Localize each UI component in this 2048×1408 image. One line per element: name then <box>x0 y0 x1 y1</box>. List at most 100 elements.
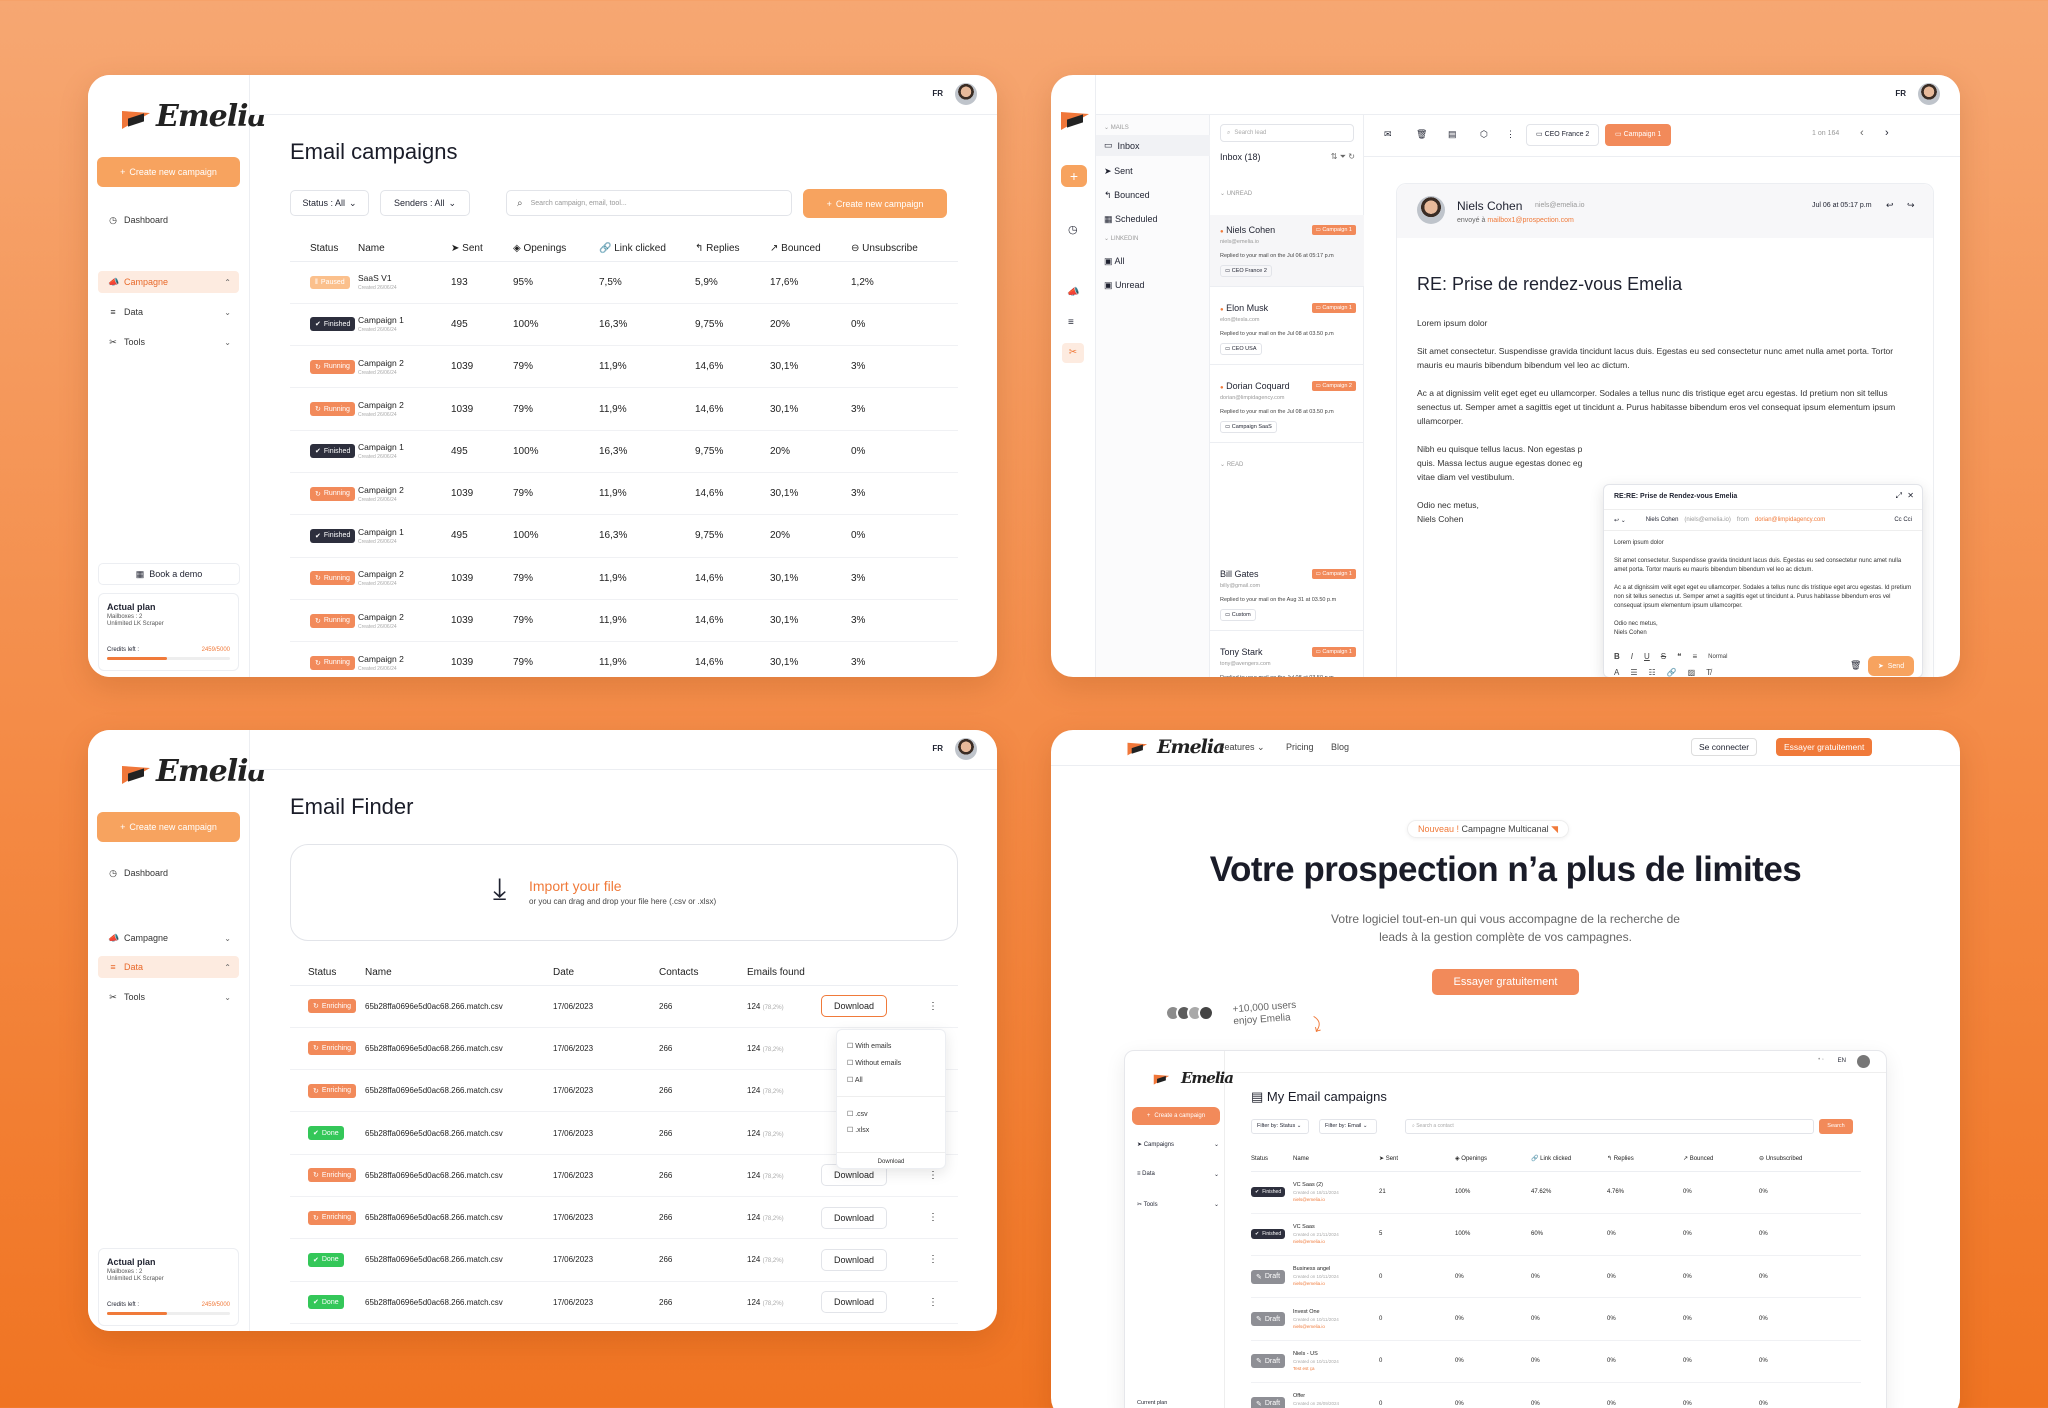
col-bounced[interactable]: ↗ Bounced <box>770 237 851 262</box>
preview-search-button[interactable]: Search <box>1819 1119 1853 1134</box>
table-row[interactable]: ‖ Paused SaaS V1 Created 26/06/24 193 95% 7,5%… <box>290 261 958 304</box>
nav-data[interactable]: ≡ Data ⌄ <box>98 301 239 323</box>
download-button[interactable]: Download <box>821 1291 888 1314</box>
table-row[interactable]: ↻ Running Campaign 2 Created 26/06/24 1039 79… <box>290 345 958 389</box>
name-cell[interactable]: Campaign 1 Created 26/06/24 <box>358 303 451 347</box>
lead-item[interactable]: ● Dorian Coquard dorian@limpidagency.com ▭… <box>1210 371 1364 443</box>
table-row[interactable]: ↻ Running Campaign 2 Created 26/06/24 1039 79… <box>290 599 958 643</box>
folder-scheduled[interactable]: ▦ Scheduled <box>1104 214 1158 224</box>
menu-without-emails[interactable]: ☐ Without emails <box>847 1060 902 1067</box>
file-name-cell[interactable]: 65b28ffa0696e5d0ac68.266.match.csv <box>365 1238 553 1282</box>
file-name-cell[interactable]: 65b28ffa0696e5d0ac68.266.match.csv <box>365 1154 553 1197</box>
nav-campagne[interactable]: 📣 Campagne ⌃ <box>98 271 239 293</box>
name-cell[interactable]: Campaign 1 Created 26/06/24 <box>358 430 451 473</box>
table-row[interactable]: ↻ Running Campaign 2 Created 26/06/24 1039 79… <box>290 641 958 677</box>
sort-icon[interactable]: ⇅ <box>1330 152 1338 161</box>
menu-all[interactable]: ☐ All <box>847 1077 863 1084</box>
folder-bounced[interactable]: ↰ Bounced <box>1104 190 1150 200</box>
folder-sent[interactable]: ➤ Sent <box>1104 166 1133 176</box>
table-row[interactable]: ↻ Running Campaign 2 Created 26/06/24 1039 79… <box>290 557 958 600</box>
file-name-cell[interactable]: 65b28ffa0696e5d0ac68.266.match.csv <box>365 985 553 1028</box>
preview-nav-data[interactable]: ≡ Data ⌄ <box>1137 1171 1219 1178</box>
col-status[interactable]: Status <box>290 961 365 986</box>
name-cell[interactable]: SaaS V1 Created 26/06/24 <box>358 261 451 304</box>
col-name[interactable]: Name <box>1293 1147 1379 1172</box>
nav-tools[interactable]: ✂ Tools ⌄ <box>109 336 231 348</box>
align-icon[interactable]: ≡ <box>1692 652 1698 661</box>
dashboard-icon[interactable]: ◷ <box>1068 224 1078 236</box>
forward-icon[interactable]: ↪ <box>1907 200 1915 210</box>
close-icon[interactable]: ✕ <box>1907 491 1914 500</box>
reply-icon[interactable]: ↩ ⌄ <box>1614 517 1626 524</box>
discard-icon[interactable]: 🗑 <box>1850 660 1862 670</box>
senders-filter[interactable]: Senders : All ⌄ <box>380 190 470 216</box>
create-campaign-button[interactable]: + Create new campaign <box>97 157 240 187</box>
table-row[interactable]: ↻ Running Campaign 2 Created 26/06/24 1039 79… <box>290 387 958 431</box>
file-name-cell[interactable]: 65b28ffa0696e5d0ac68.266.match.csv <box>365 1069 553 1113</box>
nav-pricing[interactable]: Pricing <box>1286 742 1314 752</box>
lead-item[interactable]: ● Niels Cohen niels@emelia.io ▭ Campaign 1… <box>1210 215 1364 287</box>
login-button[interactable]: Se connecter <box>1691 738 1758 756</box>
col-contacts[interactable]: Contacts <box>659 961 747 986</box>
archive-icon[interactable]: ▤ <box>1448 129 1457 139</box>
status-filter[interactable]: Status : All ⌄ <box>290 190 369 216</box>
quote-icon[interactable]: ❝ <box>1677 652 1682 661</box>
name-cell[interactable]: Campaign 2 Created 26/06/24 <box>358 641 451 677</box>
clear-format-icon[interactable]: T̸ <box>1706 668 1712 677</box>
name-cell[interactable]: VC Saas (2) Created on 18/11/2024 niels@em… <box>1293 1171 1379 1214</box>
refresh-icon[interactable]: ↻ <box>1348 152 1355 161</box>
file-name-cell[interactable]: 65b28ffa0696e5d0ac68.266.match.csv <box>365 1111 553 1155</box>
nav-data[interactable]: ≡ Data ⌃ <box>98 956 239 978</box>
megaphone-icon[interactable]: 📣 <box>1067 287 1080 298</box>
create-campaign-button[interactable]: + Create new campaign <box>97 812 240 842</box>
user-avatar[interactable] <box>1918 83 1940 105</box>
mail-icon[interactable]: ✉ <box>1384 129 1392 139</box>
nav-campagne[interactable]: 📣 Campagne ⌄ <box>108 932 231 944</box>
name-cell[interactable]: Invest One Created on 10/11/2024 niels@eme… <box>1293 1297 1379 1341</box>
col-emails-found[interactable]: Emails found <box>747 961 821 986</box>
nav-features[interactable]: Features ⌄ <box>1219 742 1265 752</box>
expand-icon[interactable]: ⤢ <box>1895 491 1902 500</box>
col-link-clicked[interactable]: 🔗 Link clicked <box>599 237 695 262</box>
col-name[interactable]: Name <box>358 237 451 262</box>
menu-download-button[interactable]: Download <box>837 1152 945 1170</box>
col-replies[interactable]: ↰ Replies <box>1607 1147 1683 1172</box>
more-icon[interactable]: ⋮ <box>928 1238 958 1282</box>
trash-icon[interactable]: 🗑 <box>1416 129 1428 139</box>
preview-filter-email[interactable]: Filter by: Email ⌄ <box>1319 1119 1377 1134</box>
lead-search-input[interactable]: ⌕ Search lead <box>1220 124 1354 142</box>
language-switch[interactable]: FR <box>932 89 943 98</box>
preview-nav-campaigns[interactable]: ➤ Campaigns ⌄ <box>1137 1142 1219 1148</box>
table-row[interactable]: ✎ Draft Invest One Created on 10/11/2024 nie… <box>1251 1297 1861 1341</box>
link-icon[interactable]: 🔗 <box>1666 668 1677 677</box>
menu-csv[interactable]: ☐ .csv <box>847 1111 868 1118</box>
underline-icon[interactable]: U <box>1644 652 1650 661</box>
compose-button[interactable]: + <box>1061 165 1087 187</box>
nav-dashboard[interactable]: ◷ Dashboard <box>109 867 169 879</box>
name-cell[interactable]: Campaign 2 Created 26/06/24 <box>358 345 451 389</box>
more-icon[interactable]: ⋮ <box>1506 129 1515 139</box>
create-campaign-top-button[interactable]: + Create new campaign <box>803 189 947 218</box>
file-name-cell[interactable]: 65b28ffa0696e5d0ac68.266.match.csv <box>365 1196 553 1240</box>
reply-icon[interactable]: ↩ <box>1886 200 1894 210</box>
file-name-cell[interactable]: 65b28ffa0696e5d0ac68.266.match.csv <box>365 1027 553 1071</box>
user-avatar[interactable] <box>955 83 977 105</box>
table-row[interactable]: ✔ Finished Campaign 1 Created 26/06/24 495 10… <box>290 303 958 347</box>
hero-cta-button[interactable]: Essayer gratuitement <box>1432 969 1579 995</box>
book-demo-button[interactable]: ▦ Book a demo <box>98 563 240 585</box>
name-cell[interactable]: Niels - US Created on 10/11/2024 Test est … <box>1293 1340 1379 1383</box>
download-button[interactable]: Download <box>821 1248 888 1271</box>
col-unsubscribe[interactable]: ⊖ Unsubscribe <box>851 237 958 262</box>
table-row[interactable]: ✔ Done 65b28ffa0696e5d0ac68.266.match.csv 1… <box>290 1238 958 1282</box>
numbered-list-icon[interactable]: ☷ <box>1648 668 1656 677</box>
table-row[interactable]: ✔ Finished VC Saas Created on 21/11/2024 nie… <box>1251 1213 1861 1257</box>
download-button[interactable]: Download <box>821 995 888 1018</box>
bold-icon[interactable]: B <box>1614 652 1620 661</box>
lead-item[interactable]: Bill Gates billy@gmail.com ▭ Campaign 1 Rep… <box>1210 559 1364 631</box>
name-cell[interactable]: Business angel Created on 10/11/2024 niels… <box>1293 1255 1379 1299</box>
language-switch[interactable]: FR <box>932 744 943 753</box>
table-row[interactable]: ✎ Draft Business angel Created on 10/11/202… <box>1251 1255 1861 1299</box>
name-cell[interactable]: Campaign 2 Created 26/06/24 <box>358 472 451 516</box>
menu-xlsx[interactable]: ☐ .xlsx <box>847 1127 870 1134</box>
language-switch[interactable]: FR <box>1895 89 1906 98</box>
